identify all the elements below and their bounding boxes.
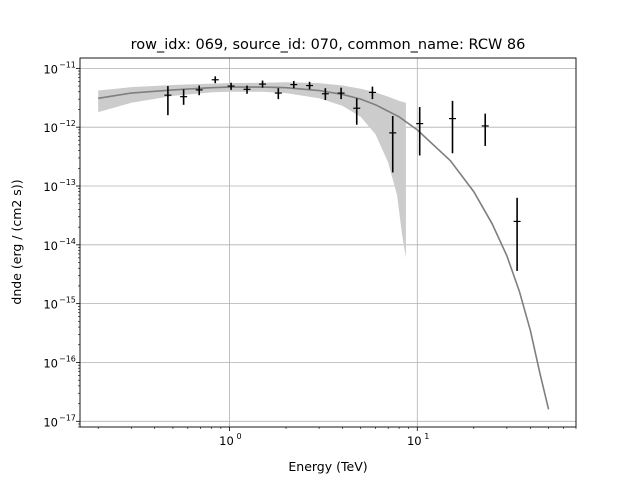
y-tick-label-exponent: −12 xyxy=(59,119,76,128)
y-tick-label-exponent: −13 xyxy=(59,178,76,187)
y-axis-label: dnde (erg / (cm2 s)) xyxy=(9,179,24,304)
x-tick-label-exponent: 0 xyxy=(236,432,241,441)
model-curve xyxy=(98,86,550,410)
flux-point xyxy=(195,85,203,96)
y-tick-label: 10 xyxy=(43,121,58,135)
y-tick-label: 10 xyxy=(43,62,58,76)
chart-title: row_idx: 069, source_id: 070, common_nam… xyxy=(131,37,526,53)
y-tick-label: 10 xyxy=(43,415,58,429)
y-tick-label: 10 xyxy=(43,239,58,253)
flux-point xyxy=(274,88,282,100)
confidence-band-layer xyxy=(98,82,406,258)
y-tick-label-exponent: −14 xyxy=(59,237,76,246)
y-tick-label: 10 xyxy=(43,180,58,194)
x-axis-label: Energy (TeV) xyxy=(288,459,367,474)
flux-point xyxy=(306,81,314,90)
flux-point xyxy=(211,76,219,84)
y-tick-label-exponent: −16 xyxy=(59,354,76,363)
flux-point xyxy=(368,86,376,100)
flux-point xyxy=(481,113,489,146)
grid xyxy=(80,58,576,427)
flux-points-layer xyxy=(164,76,521,271)
flux-point xyxy=(290,80,298,89)
flux-point xyxy=(321,88,329,100)
model-curve-layer xyxy=(98,86,550,410)
y-tick-label-exponent: −11 xyxy=(59,60,76,69)
flux-point xyxy=(259,80,267,88)
flux-point xyxy=(243,85,251,94)
y-tick-label-exponent: −17 xyxy=(59,413,76,422)
flux-point xyxy=(227,82,235,90)
flux-point xyxy=(389,115,397,173)
x-tick-label: 10 xyxy=(219,434,234,448)
flux-point xyxy=(337,87,345,100)
flux-point xyxy=(180,89,188,105)
plot-frame xyxy=(79,57,577,428)
y-tick-label: 10 xyxy=(43,356,58,370)
x-axis-ticks: 10 0 10 1 xyxy=(97,427,577,448)
y-tick-label-exponent: −15 xyxy=(59,296,76,305)
y-tick-label: 10 xyxy=(43,298,58,312)
flux-point xyxy=(353,98,361,125)
flux-point xyxy=(513,197,521,271)
flux-point xyxy=(164,86,172,116)
flux-point xyxy=(416,107,424,156)
x-tick-label: 10 xyxy=(407,434,422,448)
x-tick-label-exponent: 1 xyxy=(424,432,429,441)
confidence-band xyxy=(98,82,406,258)
flux-point xyxy=(449,100,457,154)
